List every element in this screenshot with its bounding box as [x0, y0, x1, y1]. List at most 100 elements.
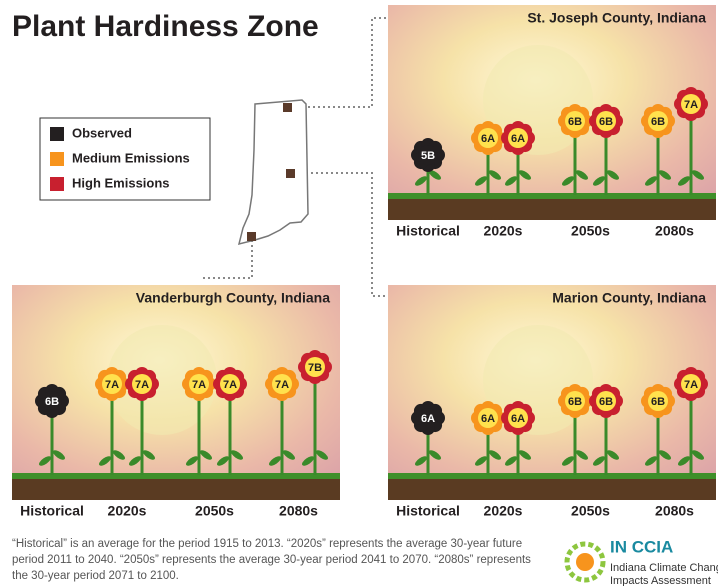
leaf — [217, 456, 229, 466]
leaf — [678, 456, 690, 466]
flower: 6B — [558, 384, 592, 475]
flower-center — [648, 391, 668, 411]
flower: 7B — [298, 350, 332, 475]
zone-label: 7A — [105, 379, 119, 391]
grass — [12, 473, 340, 479]
flower: 7A — [95, 367, 129, 475]
leaf — [415, 456, 427, 466]
logo-line: Indiana Climate Change — [610, 562, 718, 574]
legend-swatch — [50, 177, 64, 191]
logo-line: Impacts Assessment — [610, 575, 711, 586]
flower-center — [681, 94, 701, 114]
ground — [388, 198, 716, 220]
leaf — [562, 456, 574, 466]
leaf — [562, 176, 574, 186]
leaf — [692, 450, 704, 460]
zone-label: 7A — [684, 379, 698, 391]
leaf — [607, 450, 619, 460]
grass — [388, 473, 716, 479]
leaf — [53, 450, 65, 460]
period-label: 2080s — [655, 503, 694, 519]
zone-label: 7B — [308, 362, 322, 374]
zone-label: 6B — [651, 396, 665, 408]
zone-label: 7A — [684, 99, 698, 111]
leaf — [505, 176, 517, 186]
leaf — [475, 176, 487, 186]
flower-center — [681, 374, 701, 394]
panel-title: St. Joseph County, Indiana — [527, 10, 706, 26]
leaf — [143, 450, 155, 460]
leaf — [113, 450, 125, 460]
flower: 6A — [471, 401, 505, 475]
flower: 6A — [501, 121, 535, 195]
legend-swatch — [50, 127, 64, 141]
zone-label: 6A — [481, 413, 495, 425]
flower-center — [508, 128, 528, 148]
flower: 7A — [213, 367, 247, 475]
map-marker — [283, 103, 292, 112]
leaf — [576, 450, 588, 460]
flower: 6B — [35, 384, 69, 475]
zone-label: 6B — [651, 116, 665, 128]
legend-swatch — [50, 152, 64, 166]
flower: 6B — [558, 104, 592, 195]
logo: IN CCIA Indiana Climate Change Impacts A… — [564, 537, 718, 586]
flower: 6A — [411, 401, 445, 475]
connectors — [200, 17, 390, 297]
leaf — [519, 450, 531, 460]
leaf — [505, 456, 517, 466]
period-label: 2080s — [655, 223, 694, 239]
ground — [388, 478, 716, 500]
zone-label: 6B — [599, 116, 613, 128]
flower: 6B — [589, 104, 623, 195]
map-marker — [247, 232, 256, 241]
zone-label: 7A — [275, 379, 289, 391]
leaf — [593, 176, 605, 186]
title: Plant Hardiness Zone — [12, 10, 319, 43]
period-label: 2020s — [484, 503, 523, 519]
legend-box — [39, 117, 211, 201]
flower-center — [189, 374, 209, 394]
zone-label: 6A — [481, 133, 495, 145]
leaf — [231, 450, 243, 460]
flower: 6B — [589, 384, 623, 475]
zone-label: 7A — [135, 379, 149, 391]
leaf — [429, 450, 441, 460]
zone-label: 6A — [511, 133, 525, 145]
leaf — [283, 450, 295, 460]
flower-center — [132, 374, 152, 394]
zone-label: 6B — [45, 396, 59, 408]
period-label: Historical — [396, 503, 460, 519]
leaf — [659, 170, 671, 180]
zone-label: 6B — [599, 396, 613, 408]
flower-center — [418, 145, 438, 165]
panel-title: Vanderburgh County, Indiana — [136, 290, 330, 306]
flower-center — [508, 408, 528, 428]
flower-center — [478, 128, 498, 148]
leaf — [489, 450, 501, 460]
leaf — [645, 176, 657, 186]
panel: St. Joseph County, Indiana Historical 5B 20… — [388, 5, 716, 239]
sunflower-glow — [107, 325, 217, 435]
zone-label: 5B — [421, 150, 435, 162]
legend-label: High Emissions — [72, 175, 170, 190]
flower: 6B — [641, 104, 675, 195]
leaf — [415, 176, 427, 186]
flower-center — [565, 391, 585, 411]
zone-label: 6A — [421, 413, 435, 425]
zone-label: 6B — [568, 396, 582, 408]
leaf — [593, 456, 605, 466]
logo-name: IN CCIA — [610, 537, 673, 556]
flower-center — [565, 111, 585, 131]
leaf — [607, 170, 619, 180]
flower: 6A — [471, 121, 505, 195]
legend-label: Medium Emissions — [72, 150, 190, 165]
grass — [388, 193, 716, 199]
period-label: 2020s — [108, 503, 147, 519]
flower-center — [42, 391, 62, 411]
leaf — [200, 450, 212, 460]
leaf — [645, 456, 657, 466]
zone-label: 6A — [511, 413, 525, 425]
leaf — [186, 456, 198, 466]
leaf — [99, 456, 111, 466]
